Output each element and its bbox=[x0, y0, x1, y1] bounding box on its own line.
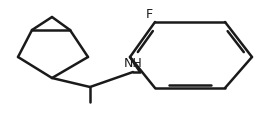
Text: F: F bbox=[146, 8, 153, 21]
Text: NH: NH bbox=[124, 57, 142, 70]
